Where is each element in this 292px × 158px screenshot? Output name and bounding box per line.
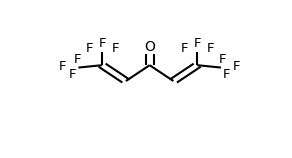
Text: F: F [112,42,119,55]
Text: F: F [232,60,240,73]
Text: F: F [85,42,93,55]
Text: F: F [59,60,67,73]
Text: F: F [74,53,81,66]
Text: F: F [206,42,214,55]
Text: F: F [69,68,77,81]
Text: F: F [223,68,230,81]
Text: O: O [144,40,155,55]
Text: F: F [193,37,201,50]
Text: F: F [98,37,106,50]
Text: F: F [218,53,226,66]
Text: F: F [180,42,188,55]
